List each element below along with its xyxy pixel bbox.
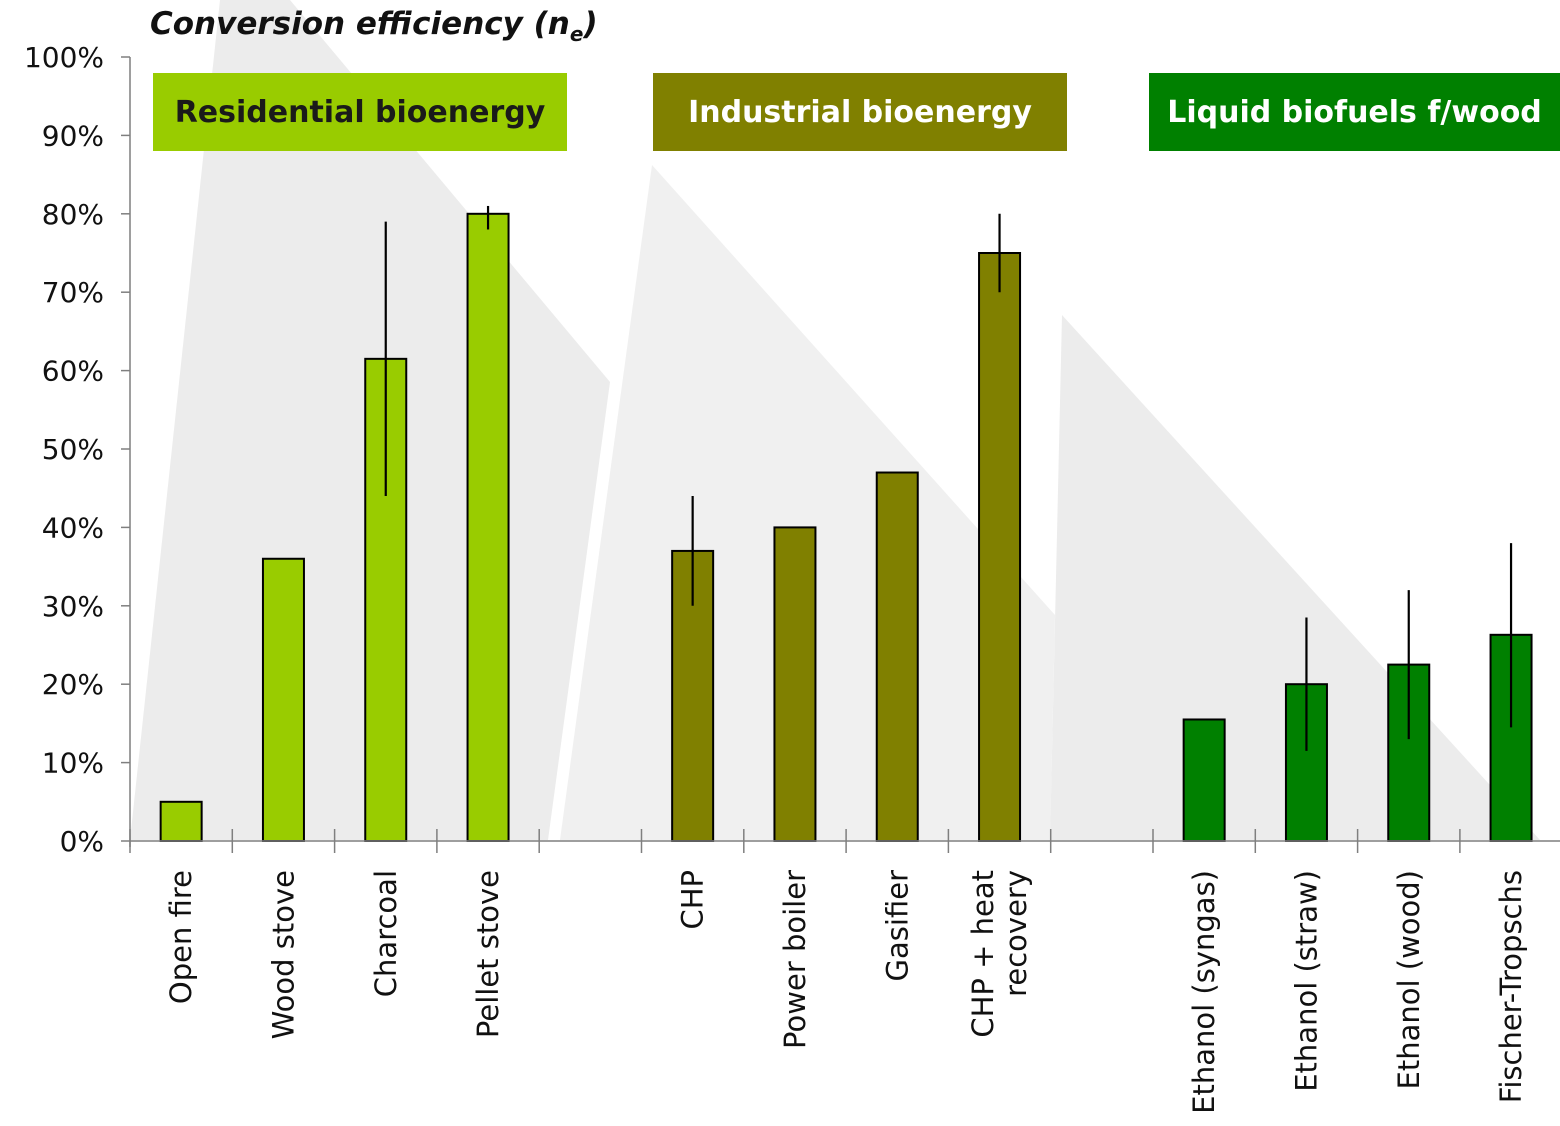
bar [466, 212, 510, 843]
x-category-label: Power boiler [778, 870, 812, 1049]
x-category-label: Charcoal [369, 870, 403, 997]
y-tick-label: 70% [42, 276, 104, 309]
x-category-label-line: Open fire [164, 870, 198, 1004]
group-label-residential: Residential bioenergy [174, 94, 546, 130]
x-category-label-line: CHP + heat [966, 870, 1000, 1038]
y-tick-label: 80% [42, 198, 104, 231]
x-category-label-line: Charcoal [369, 870, 403, 997]
y-tick-label: 20% [42, 668, 104, 701]
bar [1182, 718, 1226, 842]
x-category-label: Wood stove [266, 870, 300, 1039]
group-banner-industrial: Industrial bioenergy [653, 73, 1067, 151]
x-category-label-line: CHP [676, 870, 710, 930]
y-tick-label: 100% [24, 41, 104, 74]
x-category-label: CHP + heatrecovery [966, 870, 1033, 1038]
x-category-label: Fischer-Tropschs [1494, 870, 1528, 1103]
x-category-label-line: Power boiler [778, 870, 812, 1049]
bar [261, 557, 305, 842]
x-category-label: Pellet stove [471, 870, 505, 1038]
x-category-label: Gasifier [880, 870, 914, 982]
y-tick-label: 90% [42, 119, 104, 152]
y-tick-label: 30% [42, 590, 104, 623]
y-axis-title-main: Conversion efficiency (n [150, 6, 570, 42]
y-tick-label: 40% [42, 511, 104, 544]
x-category-label-line: Gasifier [880, 870, 914, 982]
x-category-label-line: Ethanol (syngas) [1187, 870, 1221, 1114]
y-tick-label: 0% [60, 825, 104, 858]
y-tick-label: 50% [42, 433, 104, 466]
x-category-label-line: Ethanol (straw) [1289, 870, 1323, 1092]
group-banner-residential: Residential bioenergy [153, 73, 567, 151]
y-tick-label: 10% [42, 747, 104, 780]
x-category-label-line: recovery [999, 870, 1033, 997]
group-label-industrial: Industrial bioenergy [688, 94, 1032, 130]
x-category-label-line: Fischer-Tropschs [1494, 870, 1528, 1103]
group-label-liquid-biofuels: Liquid biofuels f/wood [1167, 94, 1542, 130]
bar [875, 471, 919, 842]
x-category-label: CHP [676, 870, 710, 930]
y-axis-title-close: ) [583, 6, 598, 42]
x-category-label: Ethanol (straw) [1289, 870, 1323, 1092]
group-banner-liquid-biofuels: Liquid biofuels f/wood [1149, 73, 1560, 151]
x-category-label: Ethanol (syngas) [1187, 870, 1221, 1114]
x-category-label-line: Wood stove [266, 870, 300, 1039]
x-category-label-line: Ethanol (wood) [1392, 870, 1426, 1089]
x-category-label: Open fire [164, 870, 198, 1004]
y-tick-label: 60% [42, 355, 104, 388]
bar [159, 800, 203, 842]
bar [978, 252, 1022, 842]
x-category-label: Ethanol (wood) [1392, 870, 1426, 1089]
x-category-label-line: Pellet stove [471, 870, 505, 1038]
bar [773, 526, 817, 843]
y-axis-title-subscript: e [569, 22, 584, 47]
y-axis-title: Conversion efficiency (ne) [150, 6, 598, 46]
